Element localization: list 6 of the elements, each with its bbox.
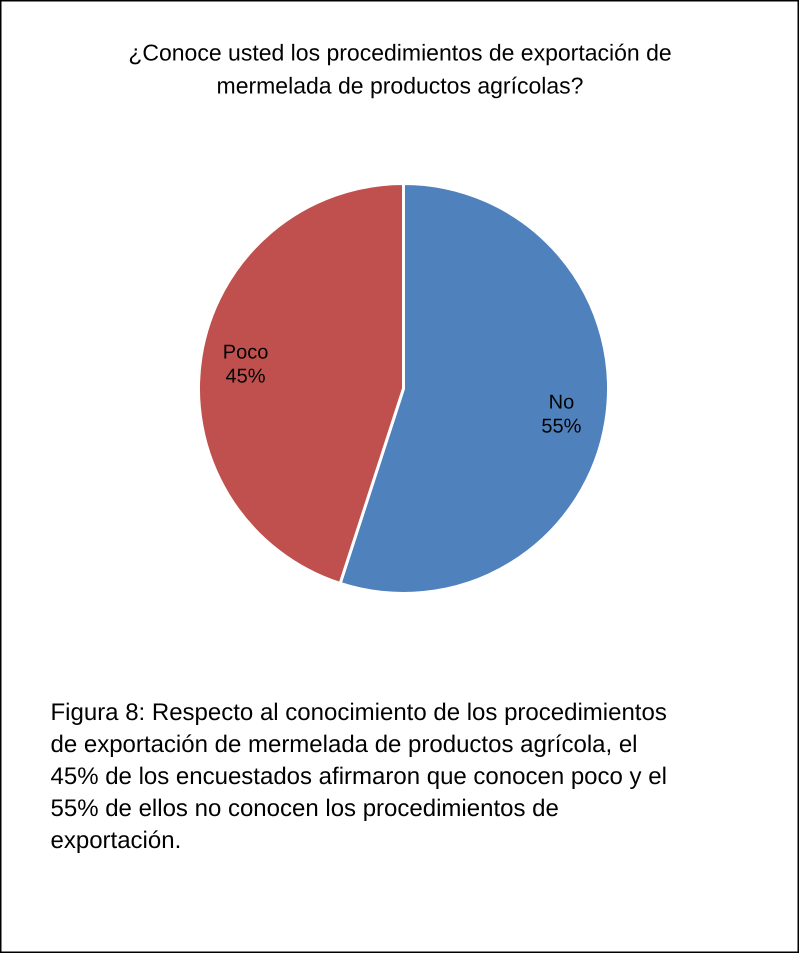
slice-label: Poco bbox=[222, 341, 268, 364]
slice-label: No bbox=[548, 392, 574, 414]
data-label: 55% bbox=[541, 416, 582, 438]
data-label: 45% bbox=[226, 365, 266, 388]
text: Figura 8: Respecto al conocimiento de los procedimientos de exportación de mermelada de productos agrícola, el 45% de los encuestados afirmaron que conocen poco y el 55% de ellos no conocen los procedimientos de exportación. bbox=[50, 699, 667, 854]
chart-title: ¿Conoce usted los procedimientos de exportación de mermelada de productos agrícolas? bbox=[128, 40, 672, 98]
